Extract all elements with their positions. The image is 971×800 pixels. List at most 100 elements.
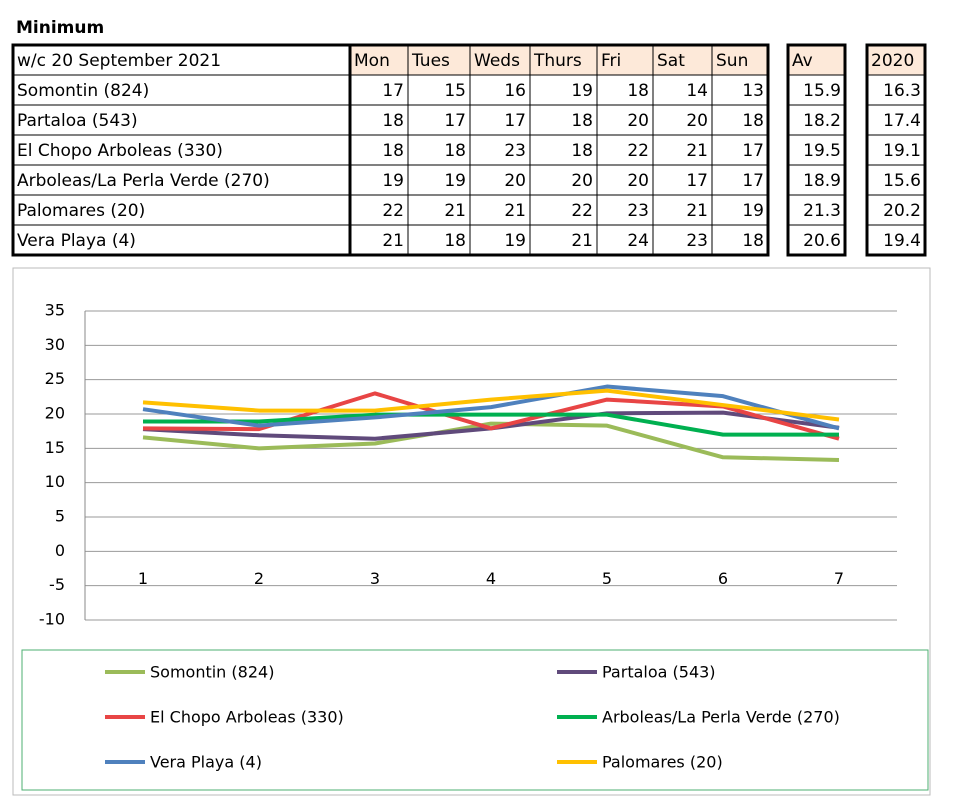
cell-text: El Chopo Arboleas (330) bbox=[17, 141, 223, 161]
cell-text: 21 bbox=[571, 231, 593, 251]
cell-text: 18 bbox=[571, 111, 593, 131]
x-tick-label: 7 bbox=[834, 569, 844, 588]
cell-text: 19.5 bbox=[803, 141, 841, 161]
cell-text: 18 bbox=[444, 141, 466, 161]
y-tick-label: -5 bbox=[49, 575, 65, 594]
table-cell bbox=[866, 194, 926, 226]
table-cell bbox=[652, 194, 713, 226]
cell-text: 18.9 bbox=[803, 171, 841, 191]
cell-text: 17 bbox=[504, 111, 526, 131]
cell-text: Vera Playa (4) bbox=[17, 231, 136, 251]
cell-text: 15.9 bbox=[803, 81, 841, 101]
legend-label: Vera Playa (4) bbox=[150, 753, 262, 772]
cell-text: 20 bbox=[627, 171, 649, 191]
table-cell bbox=[469, 104, 531, 136]
table-cell bbox=[529, 134, 598, 166]
page-title: Minimum bbox=[16, 18, 104, 38]
cell-text: 19.4 bbox=[883, 231, 921, 251]
cell-text: 18 bbox=[382, 141, 404, 161]
cell-text: 23 bbox=[686, 231, 708, 251]
y-tick-label: 35 bbox=[45, 301, 65, 320]
table-cell bbox=[596, 44, 654, 76]
table-cell bbox=[12, 44, 351, 76]
table-outline bbox=[11, 43, 770, 257]
table-outline bbox=[786, 43, 847, 257]
legend-label: Arboleas/La Perla Verde (270) bbox=[602, 708, 840, 727]
cell-text: 21 bbox=[504, 201, 526, 221]
table-cell bbox=[469, 164, 531, 196]
cell-text: 23 bbox=[504, 141, 526, 161]
cell-text: 19 bbox=[571, 81, 593, 101]
table-cell bbox=[349, 224, 409, 256]
cell-text: 15.6 bbox=[883, 171, 921, 191]
legend-label: Somontin (824) bbox=[150, 663, 274, 682]
cell-text: 18 bbox=[742, 111, 764, 131]
cell-text: 20.6 bbox=[803, 231, 841, 251]
y-tick-label: 0 bbox=[55, 541, 65, 560]
table-cell bbox=[349, 104, 409, 136]
table-cell bbox=[529, 44, 598, 76]
cell-text: 16.3 bbox=[883, 81, 921, 101]
header-cell-text: 2020 bbox=[871, 51, 914, 71]
table-cell bbox=[469, 134, 531, 166]
header-cell-text: Mon bbox=[354, 51, 390, 71]
series-line bbox=[142, 421, 840, 463]
header-cell-text: Tues bbox=[411, 51, 450, 71]
table-cell bbox=[711, 224, 769, 256]
cell-text: 20.2 bbox=[883, 201, 921, 221]
cell-text: 24 bbox=[627, 231, 649, 251]
cell-text: 18 bbox=[742, 231, 764, 251]
series-line bbox=[142, 384, 840, 431]
series-line bbox=[143, 412, 839, 437]
x-tick-label: 4 bbox=[486, 569, 496, 588]
table-cell bbox=[866, 74, 926, 106]
table-cell bbox=[711, 164, 769, 196]
table-cell bbox=[349, 164, 409, 196]
table-cell bbox=[12, 224, 351, 256]
cell-text: 17 bbox=[742, 141, 764, 161]
cell-text: 17.4 bbox=[883, 111, 921, 131]
table-cell bbox=[596, 164, 654, 196]
cell-text: 23 bbox=[627, 201, 649, 221]
cell-text: 18 bbox=[444, 231, 466, 251]
cell-text: 21.3 bbox=[803, 201, 841, 221]
legend-label: El Chopo Arboleas (330) bbox=[150, 708, 344, 727]
table-cell bbox=[469, 194, 531, 226]
table-cell bbox=[596, 224, 654, 256]
table-cell bbox=[407, 134, 471, 166]
cell-text: Somontin (824) bbox=[17, 81, 149, 101]
table-cell bbox=[12, 134, 351, 166]
header-cell-text: Sun bbox=[716, 51, 748, 71]
table-cell bbox=[652, 74, 713, 106]
table-cell bbox=[529, 224, 598, 256]
table-cell bbox=[866, 134, 926, 166]
cell-text: 19 bbox=[742, 201, 764, 221]
cell-text: 19 bbox=[444, 171, 466, 191]
cell-text: 21 bbox=[444, 201, 466, 221]
table-cell bbox=[407, 224, 471, 256]
cell-text: 20 bbox=[686, 111, 708, 131]
header-cell-text: Av bbox=[792, 51, 813, 71]
cell-text: 21 bbox=[382, 231, 404, 251]
table-cell bbox=[787, 104, 846, 136]
table-cell bbox=[652, 44, 713, 76]
header-cell-text: Fri bbox=[601, 51, 621, 71]
table-cell bbox=[652, 224, 713, 256]
y-tick-label: 30 bbox=[45, 335, 65, 354]
y-tick-label: 10 bbox=[45, 472, 65, 491]
cell-text: 20 bbox=[504, 171, 526, 191]
y-tick-label: 20 bbox=[45, 404, 65, 423]
legend-label: Partaloa (543) bbox=[602, 663, 716, 682]
table-cell bbox=[596, 194, 654, 226]
table-cell bbox=[349, 74, 409, 106]
cell-text: Arboleas/La Perla Verde (270) bbox=[17, 171, 270, 191]
series-line bbox=[142, 388, 840, 422]
header-cell-text: w/c 20 September 2021 bbox=[17, 51, 221, 71]
legend-label: Palomares (20) bbox=[602, 753, 723, 772]
cell-text: Palomares (20) bbox=[17, 201, 145, 221]
cell-text: 22 bbox=[382, 201, 404, 221]
header-cell-text: Weds bbox=[474, 51, 520, 71]
cell-text: 20 bbox=[571, 171, 593, 191]
cell-text: Partaloa (543) bbox=[17, 111, 138, 131]
x-tick-label: 1 bbox=[138, 569, 148, 588]
